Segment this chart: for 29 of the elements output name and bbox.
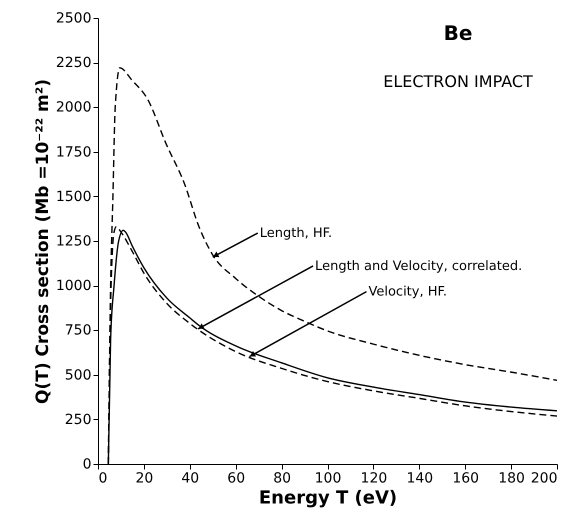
x-tick-label: 60 [227, 470, 246, 486]
y-tick-label: 750 [64, 322, 92, 339]
y-tick-label: 1250 [56, 234, 92, 250]
y-tick-label: 2000 [56, 100, 92, 116]
y-tick-label: 250 [64, 412, 92, 428]
x-tick-label: 0 [98, 470, 108, 486]
x-tick-label: 40 [181, 470, 200, 486]
annotation: Length, HF. [260, 226, 332, 242]
y-axis-title: Q(T) Cross section (Mb =10⁻²² m²) [32, 79, 53, 404]
x-tick-label: 20 [135, 470, 154, 486]
x-tick-label: 100 [314, 470, 342, 486]
y-tick-label: 2250 [56, 55, 92, 72]
y-tick-label: 500 [64, 367, 92, 384]
annotation: Velocity, HF. [368, 284, 448, 300]
y-tick-label: 1000 [56, 278, 92, 294]
annotation: Length and Velocity, correlated. [315, 258, 522, 274]
x-axis-title: Energy T (eV) [258, 488, 398, 508]
y-tick-label: 1500 [56, 188, 92, 205]
y-tick-label: 0 [82, 456, 92, 472]
x-tick-label: 200 [530, 470, 558, 486]
text: ELECTRON IMPACT [383, 72, 534, 91]
x-tick-label: 120 [360, 470, 388, 486]
y-tick-label: 2500 [56, 10, 92, 26]
y-tick-label: 1750 [56, 144, 92, 160]
x-tick-label: 180 [498, 470, 525, 486]
x-tick-label: 140 [406, 470, 434, 486]
x-tick-label: 80 [273, 470, 292, 486]
chart-title: Be [444, 21, 472, 45]
x-tick-label: 160 [452, 470, 480, 486]
